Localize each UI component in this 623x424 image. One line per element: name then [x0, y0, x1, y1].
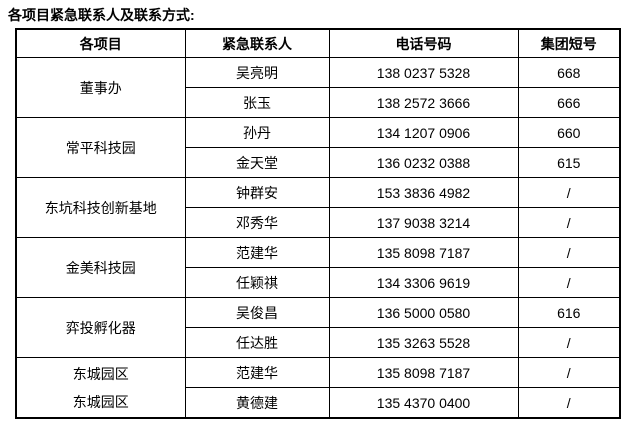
project-cell: 东城园区 东城园区	[15, 357, 186, 419]
project-cell: 弈投孵化器	[15, 297, 186, 358]
contact-cell: 吴亮明	[184, 57, 330, 88]
contact-cell: 邓秀华	[184, 207, 330, 238]
phone-cell: 153 3836 4982	[328, 177, 519, 208]
phone-cell: 134 1207 0906	[328, 117, 519, 148]
contact-cell: 黄德建	[184, 387, 330, 419]
short-number-cell: /	[517, 357, 621, 388]
short-number-cell: 615	[517, 147, 621, 178]
short-number-cell: 660	[517, 117, 621, 148]
phone-cell: 135 3263 5528	[328, 327, 519, 358]
table-row: 金美科技园 范建华 135 8098 7187 /	[15, 237, 621, 298]
short-number-cell: /	[517, 267, 621, 298]
table-row: 董事办 吴亮明 138 0237 5328 668	[15, 57, 621, 118]
column-header-contact: 紧急联系人	[184, 28, 330, 58]
table-row: 张玉 138 2572 3666 666	[16, 87, 621, 118]
project-line: 东城园区	[72, 365, 129, 382]
short-number-cell: /	[517, 327, 621, 358]
contacts-table: 各项目 紧急联系人 电话号码 集团短号 董事办 吴亮明 138 0237 532…	[15, 28, 621, 419]
contact-cell: 张玉	[184, 87, 330, 118]
contact-cell: 范建华	[184, 357, 330, 388]
project-cell: 董事办	[15, 57, 186, 118]
phone-cell: 138 0237 5328	[328, 57, 519, 88]
table-row: 任颖祺 134 3306 9619 /	[16, 267, 621, 298]
short-number-cell: /	[517, 177, 621, 208]
project-cell: 东坑科技创新基地	[15, 177, 186, 238]
table-row: 金天堂 136 0232 0388 615	[16, 147, 621, 178]
column-header-project: 各项目	[15, 28, 186, 58]
phone-cell: 136 0232 0388	[328, 147, 519, 178]
table-row: 邓秀华 137 9038 3214 /	[16, 207, 621, 238]
short-number-cell: /	[517, 387, 621, 419]
contact-cell: 金天堂	[184, 147, 330, 178]
column-header-short-number: 集团短号	[517, 28, 621, 58]
contact-cell: 钟群安	[184, 177, 330, 208]
table-row: 东城园区 东城园区 范建华 135 8098 7187 /	[15, 357, 621, 419]
contact-cell: 任达胜	[184, 327, 330, 358]
contact-cell: 任颖祺	[184, 267, 330, 298]
contact-cell: 范建华	[184, 237, 330, 268]
project-line: 东城园区	[72, 393, 129, 410]
table-row: 黄德建 135 4370 0400 /	[16, 387, 621, 419]
phone-cell: 138 2572 3666	[328, 87, 519, 118]
short-number-cell: 668	[517, 57, 621, 88]
short-number-cell: 666	[517, 87, 621, 118]
table-row: 弈投孵化器 吴俊昌 136 5000 0580 616	[15, 297, 621, 358]
table-row: 常平科技园 孙丹 134 1207 0906 660	[15, 117, 621, 178]
phone-cell: 134 3306 9619	[328, 267, 519, 298]
table-row: 东坑科技创新基地 钟群安 153 3836 4982 /	[15, 177, 621, 238]
phone-cell: 135 4370 0400	[328, 387, 519, 419]
document-title: 各项目紧急联系人及联系方式:	[8, 7, 195, 23]
short-number-cell: /	[517, 237, 621, 268]
contact-cell: 孙丹	[184, 117, 330, 148]
phone-cell: 135 8098 7187	[328, 237, 519, 268]
short-number-cell: /	[517, 207, 621, 238]
column-header-phone: 电话号码	[328, 28, 519, 58]
header-row: 各项目 紧急联系人 电话号码 集团短号	[15, 28, 621, 58]
project-cell: 常平科技园	[15, 117, 186, 178]
phone-cell: 137 9038 3214	[328, 207, 519, 238]
phone-cell: 135 8098 7187	[328, 357, 519, 388]
contact-cell: 吴俊昌	[184, 297, 330, 328]
short-number-cell: 616	[517, 297, 621, 328]
project-cell: 金美科技园	[15, 237, 186, 298]
phone-cell: 136 5000 0580	[328, 297, 519, 328]
